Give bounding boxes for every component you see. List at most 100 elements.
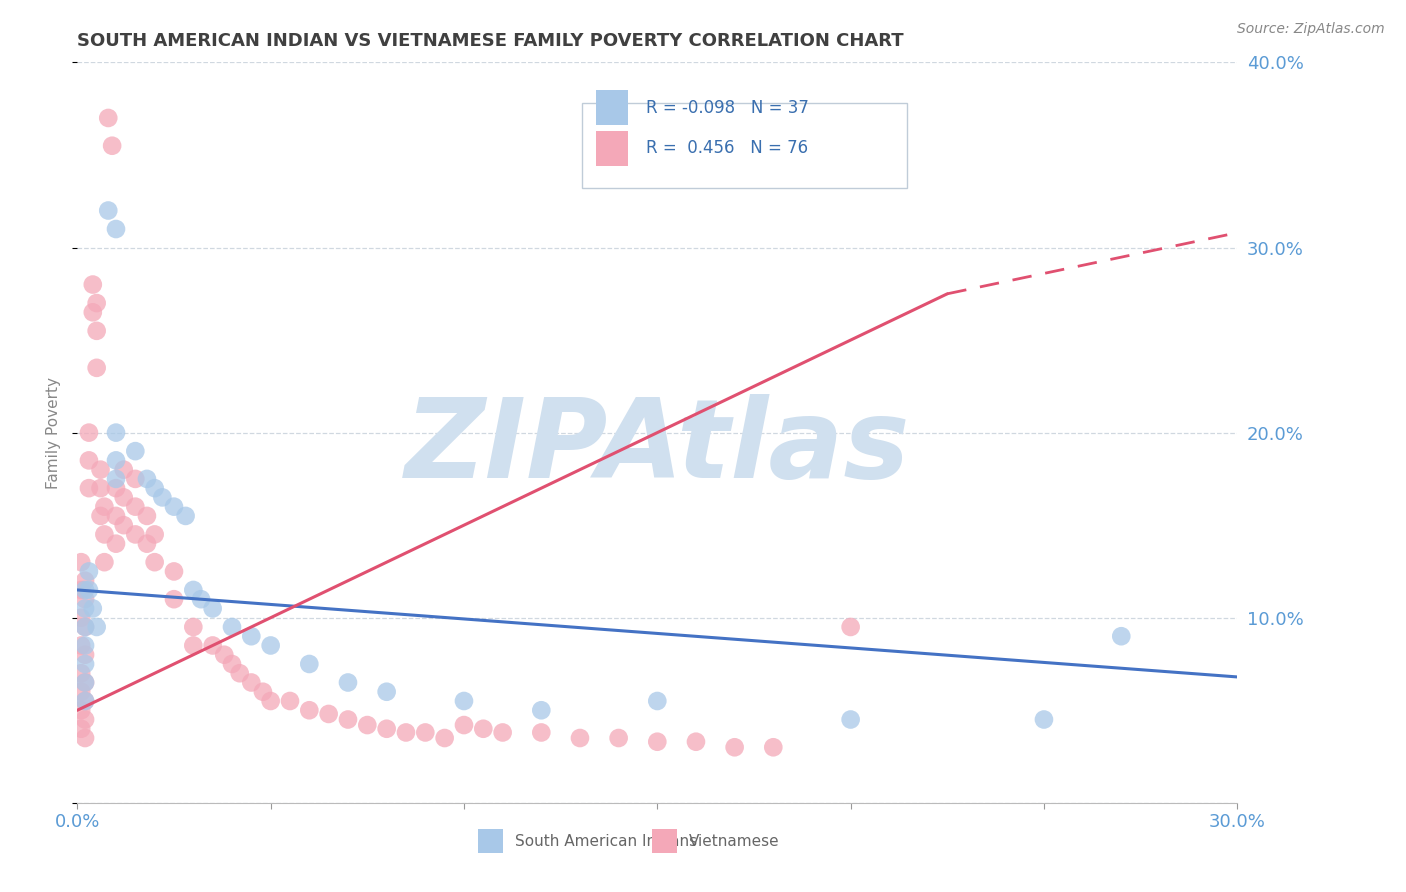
Point <box>70 666 93 681</box>
Text: Source: ZipAtlas.com: Source: ZipAtlas.com <box>1237 22 1385 37</box>
Point <box>82 277 104 292</box>
Point <box>105 481 127 495</box>
Point <box>124 472 146 486</box>
FancyBboxPatch shape <box>651 830 678 853</box>
Point <box>75 620 96 634</box>
Point <box>93 527 115 541</box>
Point <box>298 657 321 671</box>
Point <box>163 500 186 514</box>
Point <box>75 648 96 662</box>
Point <box>240 629 263 643</box>
Point <box>70 582 93 597</box>
Point <box>143 555 166 569</box>
Point <box>395 725 418 739</box>
Point <box>685 735 707 749</box>
Point <box>112 462 135 476</box>
Point <box>86 620 108 634</box>
Point <box>77 453 100 467</box>
Point <box>530 703 553 717</box>
Point <box>86 324 108 338</box>
Point <box>105 453 127 467</box>
Point <box>124 500 146 514</box>
Point <box>136 508 159 523</box>
Point <box>97 203 120 218</box>
Point <box>124 527 146 541</box>
Point <box>105 472 127 486</box>
FancyBboxPatch shape <box>596 90 628 126</box>
Point <box>93 500 115 514</box>
Point <box>413 725 436 739</box>
Point <box>221 620 243 634</box>
Point <box>82 305 104 319</box>
Point <box>569 731 592 745</box>
Point <box>839 713 862 727</box>
Point <box>75 675 96 690</box>
Text: Vietnamese: Vietnamese <box>689 834 779 849</box>
Point <box>75 713 96 727</box>
Point <box>163 565 186 579</box>
Point <box>70 555 93 569</box>
Point <box>260 639 283 653</box>
Point <box>75 675 96 690</box>
Point <box>82 601 104 615</box>
Point <box>183 582 205 597</box>
Point <box>839 620 862 634</box>
Point <box>530 725 553 739</box>
Point <box>762 740 785 755</box>
Point <box>163 592 186 607</box>
Text: ZIPAtlas: ZIPAtlas <box>405 394 910 501</box>
Point <box>492 725 515 739</box>
Point <box>201 601 224 615</box>
Point <box>75 694 96 708</box>
Point <box>647 735 669 749</box>
Point <box>136 536 159 550</box>
Point <box>152 491 174 505</box>
Point <box>86 360 108 375</box>
Point <box>356 718 378 732</box>
Point <box>318 706 340 721</box>
Point <box>240 675 263 690</box>
Point <box>136 472 159 486</box>
Point <box>75 657 96 671</box>
Point <box>75 601 96 615</box>
Point <box>105 508 127 523</box>
Point <box>105 425 127 440</box>
Point <box>90 481 111 495</box>
Point <box>183 639 205 653</box>
Point <box>70 610 93 624</box>
Point <box>75 574 96 588</box>
Point <box>75 731 96 745</box>
Point <box>75 592 96 607</box>
Point <box>298 703 321 717</box>
FancyBboxPatch shape <box>478 830 503 853</box>
Text: R =  0.456   N = 76: R = 0.456 N = 76 <box>645 139 808 157</box>
Point <box>433 731 456 745</box>
Point <box>337 713 360 727</box>
Point <box>75 694 96 708</box>
Point <box>112 518 135 533</box>
Point <box>70 685 93 699</box>
Point <box>90 508 111 523</box>
Point <box>201 639 224 653</box>
Text: R = -0.098   N = 37: R = -0.098 N = 37 <box>645 99 808 117</box>
Point <box>143 527 166 541</box>
Point <box>93 555 115 569</box>
Y-axis label: Family Poverty: Family Poverty <box>46 376 62 489</box>
Point <box>105 222 127 236</box>
Point <box>70 639 93 653</box>
Point <box>221 657 243 671</box>
Point <box>183 620 205 634</box>
Point <box>77 565 100 579</box>
Point <box>97 111 120 125</box>
Point <box>90 462 111 476</box>
Point <box>101 138 124 153</box>
Point <box>70 703 93 717</box>
Point <box>375 722 398 736</box>
Point <box>278 694 301 708</box>
Point <box>105 536 127 550</box>
Point <box>252 685 274 699</box>
Text: SOUTH AMERICAN INDIAN VS VIETNAMESE FAMILY POVERTY CORRELATION CHART: SOUTH AMERICAN INDIAN VS VIETNAMESE FAMI… <box>77 32 904 50</box>
Point <box>190 592 212 607</box>
Point <box>1033 713 1056 727</box>
Point <box>375 685 398 699</box>
